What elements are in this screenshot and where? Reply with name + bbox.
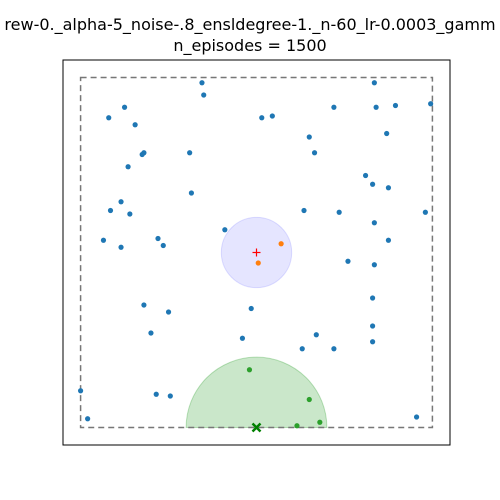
scatter-point-s0-p45	[239, 335, 246, 341]
scatter-point-s1-p0	[278, 241, 284, 247]
scatter-point-s0-p6	[373, 104, 379, 110]
scatter-point-s0-p21	[385, 185, 392, 191]
scatter-point-s0-p30	[222, 227, 228, 233]
scatter-point-s0-p36	[345, 258, 351, 264]
scatter-point-s1-p1	[255, 260, 261, 266]
chart-title-line-2: n_episodes = 1500	[173, 36, 327, 55]
scatter-point-s0-p0	[199, 80, 205, 86]
scatter-point-s0-p43	[313, 332, 319, 338]
scatter-point-s0-p1	[371, 80, 377, 86]
scatter-point-s0-p8	[428, 101, 434, 107]
scatter-point-s0-p20	[370, 181, 376, 187]
scatter-point-s0-p15	[141, 150, 147, 156]
scatter-point-s0-p11	[132, 122, 138, 128]
scatter-point-s0-p33	[118, 244, 124, 250]
scatter-point-s0-p26	[301, 207, 307, 214]
scatter-point-s0-p12	[306, 134, 312, 140]
dashed-boundary	[79, 76, 434, 429]
scatter-point-s0-p47	[331, 346, 337, 352]
chart-title-line-1: rew-0._alpha-5_noise-.8_ensldegree-1._n-…	[4, 15, 496, 34]
green-goal-semicircle	[185, 356, 328, 428]
scatter-point-s0-p22	[188, 190, 195, 196]
scatter-point-s0-p10	[269, 113, 275, 119]
scatter-point-s0-p50	[153, 391, 159, 397]
goal-x-marker-b	[251, 422, 262, 433]
scatter-point-s2-p1	[306, 396, 312, 403]
scatter-point-s0-p32	[100, 237, 107, 243]
scatter-point-s0-p7	[392, 102, 399, 109]
scatter-point-s0-p27	[336, 209, 342, 215]
scatter-point-s0-p18	[125, 164, 131, 170]
scatter-point-s2-p2	[317, 419, 323, 425]
scatter-point-s0-p19	[362, 172, 369, 179]
scatter-point-s0-p31	[155, 235, 161, 242]
scatter-point-s2-p3	[294, 423, 300, 429]
scatter-point-s0-p48	[370, 339, 376, 345]
scatter-point-s0-p3	[121, 104, 128, 110]
scatter-point-s0-p24	[107, 207, 114, 214]
scatter-point-s0-p34	[160, 242, 166, 249]
scatter-point-s0-p28	[422, 209, 428, 215]
scatter-point-s0-p17	[311, 150, 318, 156]
scatter-point-s2-p0	[246, 367, 253, 373]
scatter-point-s0-p13	[384, 130, 390, 137]
scatter-point-s0-p2	[201, 92, 207, 98]
axes-frame	[62, 59, 451, 446]
scatter-point-s0-p52	[85, 416, 91, 422]
scatter-point-s0-p9	[259, 115, 265, 121]
scatter-point-s0-p25	[127, 211, 133, 217]
scatter-point-s0-p37	[371, 262, 377, 268]
scatter-point-s0-p44	[370, 323, 376, 329]
scatter-point-s0-p16	[187, 150, 193, 156]
scatter-point-s0-p4	[106, 115, 112, 121]
scatter-point-s0-p49	[77, 388, 84, 394]
scatter-point-s0-p23	[118, 199, 124, 205]
scatter-point-s0-p5	[331, 104, 337, 110]
scatter-point-s0-p40	[165, 309, 172, 315]
scatter-point-s0-p46	[299, 346, 305, 352]
scatter-point-s0-p53	[413, 414, 420, 420]
scatter-point-s0-p42	[148, 330, 154, 336]
scatter-point-s0-p38	[370, 295, 376, 301]
scatter-point-s0-p35	[385, 237, 392, 243]
scatter-point-s0-p39	[141, 302, 147, 308]
scatter-point-s0-p29	[371, 220, 377, 226]
scatter-point-s0-p41	[248, 305, 254, 312]
scatter-point-s0-p51	[167, 393, 173, 399]
